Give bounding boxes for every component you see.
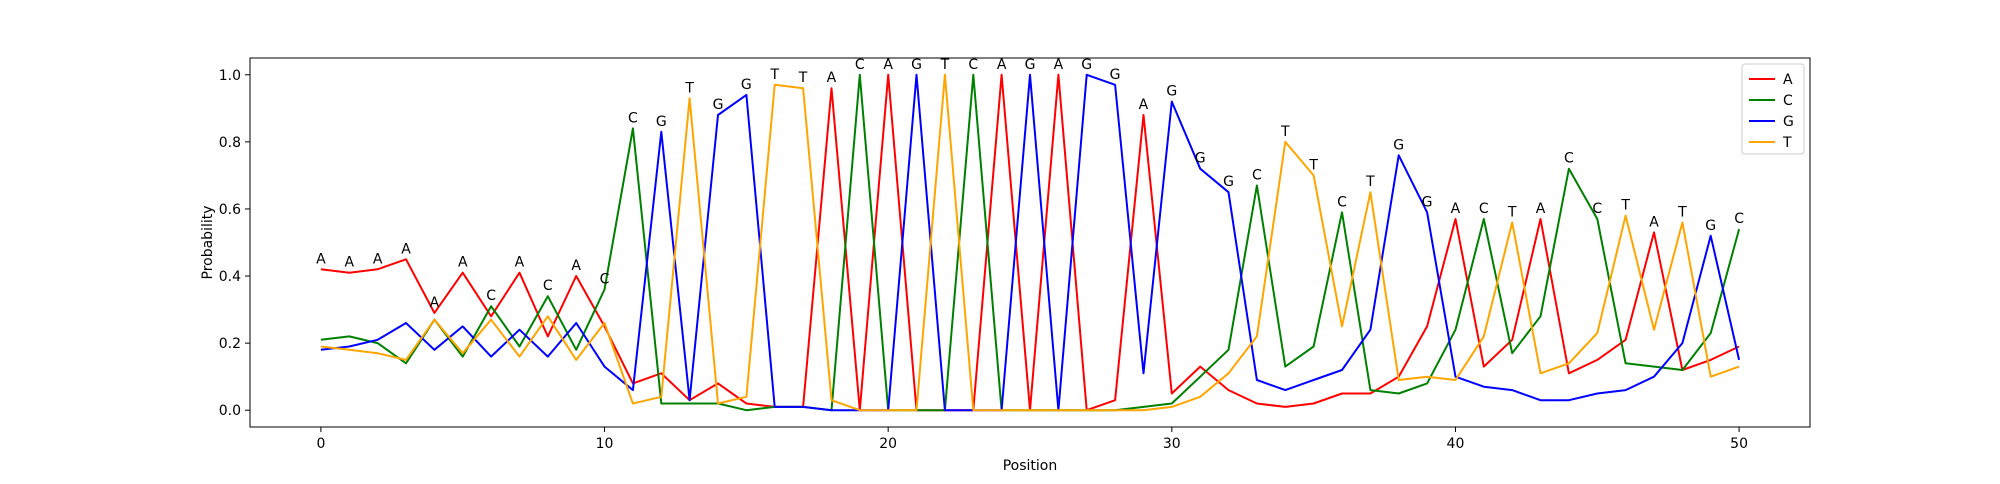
annotation-label: A [373,251,383,267]
legend-label-C: C [1783,93,1793,109]
annotation-label: T [798,70,808,86]
y-tick-label: 0.8 [219,135,241,151]
annotation-label: C [1734,211,1744,227]
x-axis-label: Position [1003,458,1058,474]
annotation-label: A [827,70,837,86]
annotation-label: C [1564,151,1574,167]
legend-label-T: T [1782,135,1792,151]
annotation-label: C [968,57,978,73]
annotation-label: G [1393,137,1404,153]
annotation-label: C [855,57,865,73]
annotation-label: C [1592,201,1602,217]
series-line-A [320,73,1740,412]
axes: 0 10 20 30 40 50 0.0 0.2 0.4 0.6 0.8 1.0 Position Pro… [200,57,1811,474]
annotation-label: C [486,288,496,304]
annotation-label: C [1479,201,1489,217]
annotation-label: T [684,80,694,96]
annotation-label: A [883,57,893,73]
y-tick-label: 0.6 [219,202,241,218]
y-axis-label: Probability [200,205,216,279]
annotation-label: C [600,271,610,287]
annotation-label: C [543,278,553,294]
y-tick-label: 1.0 [219,68,241,84]
annotation-label: A [571,258,581,274]
legend-box [1741,63,1805,155]
y-tick-label: 0.2 [219,336,241,352]
annotation-label: T [769,67,779,83]
annotation-label: C [1252,167,1262,183]
annotation-label: G [1705,218,1716,234]
annotation-label: A [401,241,411,257]
annotation-label: G [1422,194,1433,210]
x-tick-label: 0 [316,436,325,452]
annotation-label: A [344,255,354,271]
annotation-label: G [741,77,752,93]
y-tick-label: 0.0 [219,403,241,419]
y-tick-label: 0.4 [219,269,241,285]
annotation-label: T [1280,124,1290,140]
x-tick-label: 50 [1730,436,1748,452]
x-tick-label: 30 [1163,436,1181,452]
annotation-label: G [1166,84,1177,100]
annotation-label: G [1081,57,1092,73]
series-line-T [320,73,1740,412]
annotation-label: T [1677,204,1687,220]
annotation-label: A [1054,57,1064,73]
annotation-label: G [1110,67,1121,83]
annotation-label: T [1365,174,1375,190]
annotation-label: G [1223,174,1234,190]
annotations: A A A A A A C A C A C C G T G G T T A C A G T C A G A G G A G G G C T T C T G G… [316,57,1744,311]
annotation-label: C [628,110,638,126]
annotation-label: G [656,114,667,130]
x-tick-label: 20 [879,436,897,452]
series-line-G [320,73,1741,412]
annotation-label: G [1025,57,1036,73]
annotation-label: G [911,57,922,73]
x-tick-label: 10 [596,436,614,452]
annotation-label: C [1337,194,1347,210]
annotation-label: A [1139,97,1149,113]
annotation-label: A [515,255,525,271]
annotation-label: G [1195,151,1206,167]
annotation-label: G [713,97,724,113]
annotation-label: T [1308,157,1318,173]
plot-frame [249,57,1811,428]
legend-label-G: G [1783,114,1794,130]
annotation-label: T [1507,204,1517,220]
annotation-label: A [1536,201,1546,217]
annotation-label: T [940,57,950,73]
annotation-label: A [458,255,468,271]
annotation-label: A [430,295,440,311]
annotation-label: A [316,251,326,267]
annotation-label: A [1451,201,1461,217]
annotation-label: A [1649,214,1659,230]
annotation-label: A [997,57,1007,73]
series-line-C [320,73,1741,412]
series-lines [320,73,1741,412]
x-tick-label: 40 [1447,436,1465,452]
annotation-label: T [1620,198,1630,214]
legend-label-A: A [1783,72,1793,88]
